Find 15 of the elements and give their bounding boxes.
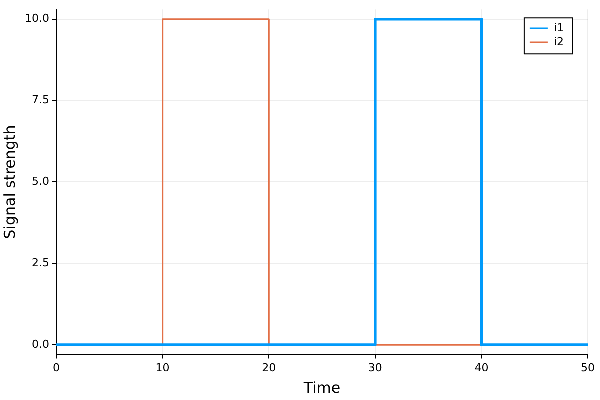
legend-label: i2 xyxy=(554,35,564,48)
y-tick-label: 2.5 xyxy=(32,256,50,270)
y-tick-label: 10.0 xyxy=(24,12,50,26)
x-tick-label: 0 xyxy=(52,361,60,374)
x-axis-title: Time xyxy=(302,378,341,397)
legend-label: i1 xyxy=(554,21,564,34)
x-tick-label: 10 xyxy=(156,361,170,374)
x-tick-label: 30 xyxy=(368,361,382,374)
y-axis-title: Signal strength xyxy=(0,125,19,240)
y-tick-label: 0.0 xyxy=(32,338,50,351)
x-tick-label: 20 xyxy=(262,361,276,374)
y-tick-label: 5.0 xyxy=(32,175,50,188)
x-tick-label: 50 xyxy=(581,361,595,374)
x-tick-label: 40 xyxy=(474,361,489,374)
y-tick-label: 7.5 xyxy=(32,94,50,107)
